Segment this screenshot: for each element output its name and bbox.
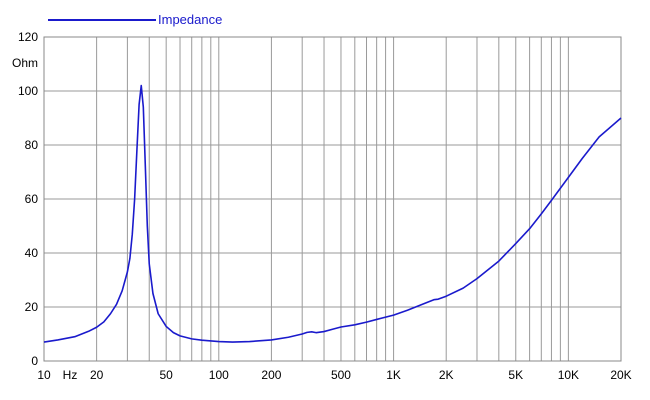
- x-tick-label: 200: [261, 368, 281, 382]
- y-tick-label: 100: [18, 84, 38, 98]
- legend: Impedance: [48, 12, 222, 27]
- x-gridlines: [43, 37, 622, 361]
- x-tick-label: 10: [37, 368, 51, 382]
- y-tick-label: 60: [25, 192, 39, 206]
- x-tick-label: 20K: [610, 368, 631, 382]
- x-tick-label: 1K: [386, 368, 401, 382]
- x-tick-label: 20: [90, 368, 104, 382]
- x-tick-label: 10K: [558, 368, 579, 382]
- x-tick-label: 500: [331, 368, 351, 382]
- y-tick-labels: 0 20 40 60 80 100 120: [18, 30, 38, 368]
- x-tick-label: 5K: [508, 368, 523, 382]
- legend-label-impedance: Impedance: [158, 12, 222, 27]
- y-tick-label: 40: [25, 246, 39, 260]
- impedance-series-line: [43, 84, 622, 343]
- x-tick-label: 2K: [439, 368, 454, 382]
- y-tick-label: 120: [18, 30, 38, 44]
- x-tick-label: 100: [209, 368, 229, 382]
- x-tick-labels: 10 20 50 100 200 500 1K 2K 5K 10K 20K: [37, 368, 631, 382]
- plot-frame: [43, 36, 622, 362]
- y-tick-label: 80: [25, 138, 39, 152]
- y-gridlines: [44, 36, 621, 362]
- y-tick-label: 20: [25, 300, 39, 314]
- y-tick-label: 0: [31, 354, 38, 368]
- x-tick-label: 50: [159, 368, 173, 382]
- x-axis-unit: Hz: [63, 368, 78, 382]
- y-axis-unit: Ohm: [12, 56, 38, 70]
